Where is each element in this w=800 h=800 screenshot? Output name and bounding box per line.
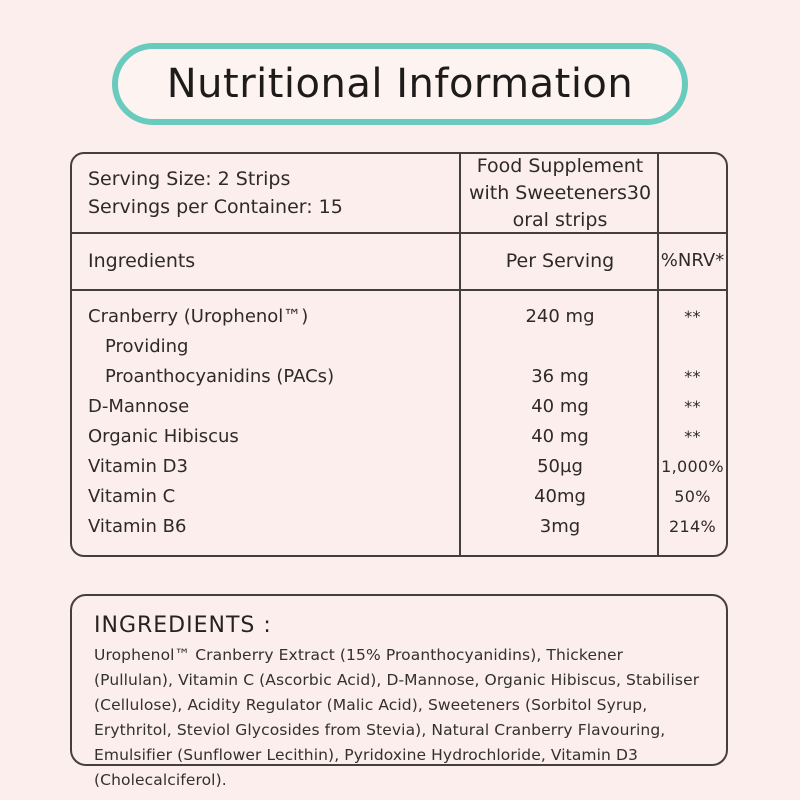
table-row: Vitamin B6 3mg 214% bbox=[72, 511, 726, 541]
serving-header-row: Serving Size: 2 Strips Servings per Cont… bbox=[72, 154, 726, 232]
ingredients-box: INGREDIENTS : Urophenol™ Cranberry Extra… bbox=[70, 594, 728, 789]
serving-info-cell: Serving Size: 2 Strips Servings per Cont… bbox=[72, 154, 461, 232]
nrv-value bbox=[659, 331, 726, 361]
serving-size: Serving Size: 2 Strips bbox=[88, 168, 291, 190]
table-row: Proanthocyanidins (PACs) 36 mg ** bbox=[72, 361, 726, 391]
empty-header-cell bbox=[659, 154, 726, 232]
column-header-row: Ingredients Per Serving %NRV* bbox=[72, 232, 726, 289]
per-serving-value: 40 mg bbox=[531, 425, 589, 447]
per-serving-value: 50µg bbox=[537, 455, 583, 477]
per-serving-value: 3mg bbox=[539, 515, 581, 537]
nrv-value: ** bbox=[684, 426, 701, 446]
ingredient-name: Vitamin D3 bbox=[88, 455, 188, 477]
table-horizontal-divider-1 bbox=[72, 232, 726, 234]
nrv-value: 1,000% bbox=[661, 456, 724, 476]
ingredient-name: Providing bbox=[105, 335, 189, 357]
col-header-ingredients: Ingredients bbox=[88, 249, 196, 272]
ingredient-name: Proanthocyanidins (PACs) bbox=[105, 365, 335, 387]
col-header-per-serving: Per Serving bbox=[505, 249, 615, 272]
ingredients-text: Urophenol™ Cranberry Extract (15% Proant… bbox=[94, 646, 700, 789]
ingredient-name: Vitamin C bbox=[88, 485, 176, 507]
per-serving-value: 40mg bbox=[534, 485, 586, 507]
table-row: Vitamin D3 50µg 1,000% bbox=[72, 451, 726, 481]
ingredients-title: INGREDIENTS : bbox=[94, 613, 272, 638]
table-row: D-Mannose 40 mg ** bbox=[72, 391, 726, 421]
nrv-value: ** bbox=[684, 396, 701, 416]
table-row: Cranberry (Urophenol™) 240 mg ** bbox=[72, 301, 726, 331]
per-serving-value: 36 mg bbox=[531, 365, 589, 387]
table-row: Vitamin C 40mg 50% bbox=[72, 481, 726, 511]
table-row: Organic Hibiscus 40 mg ** bbox=[72, 421, 726, 451]
table-vertical-divider-2 bbox=[657, 154, 659, 555]
per-serving-value bbox=[461, 331, 659, 361]
table-row: Providing bbox=[72, 331, 726, 361]
per-serving-value: 240 mg bbox=[525, 305, 595, 327]
title-pill: Nutritional Information bbox=[112, 43, 688, 125]
nrv-value: 214% bbox=[669, 516, 716, 536]
product-info-cell: Food Supplement with Sweeteners30 oral s… bbox=[468, 154, 652, 231]
page-title: Nutritional Information bbox=[166, 61, 634, 107]
ingredient-name: Cranberry (Urophenol™) bbox=[88, 305, 309, 327]
table-vertical-divider-1 bbox=[459, 154, 461, 555]
per-serving-value: 40 mg bbox=[531, 395, 589, 417]
ingredient-name: D-Mannose bbox=[88, 395, 190, 417]
nrv-value: ** bbox=[684, 306, 701, 326]
nutrition-table: Serving Size: 2 Strips Servings per Cont… bbox=[70, 152, 728, 557]
servings-per-container: Servings per Container: 15 bbox=[88, 196, 343, 218]
table-body: Cranberry (Urophenol™) 240 mg ** Providi… bbox=[72, 289, 726, 541]
table-horizontal-divider-2 bbox=[72, 289, 726, 291]
nrv-value: 50% bbox=[674, 486, 711, 506]
col-header-nrv: %NRV* bbox=[660, 250, 725, 271]
ingredient-name: Vitamin B6 bbox=[88, 515, 187, 537]
nrv-value: ** bbox=[684, 366, 701, 386]
ingredient-name: Organic Hibiscus bbox=[88, 425, 239, 447]
